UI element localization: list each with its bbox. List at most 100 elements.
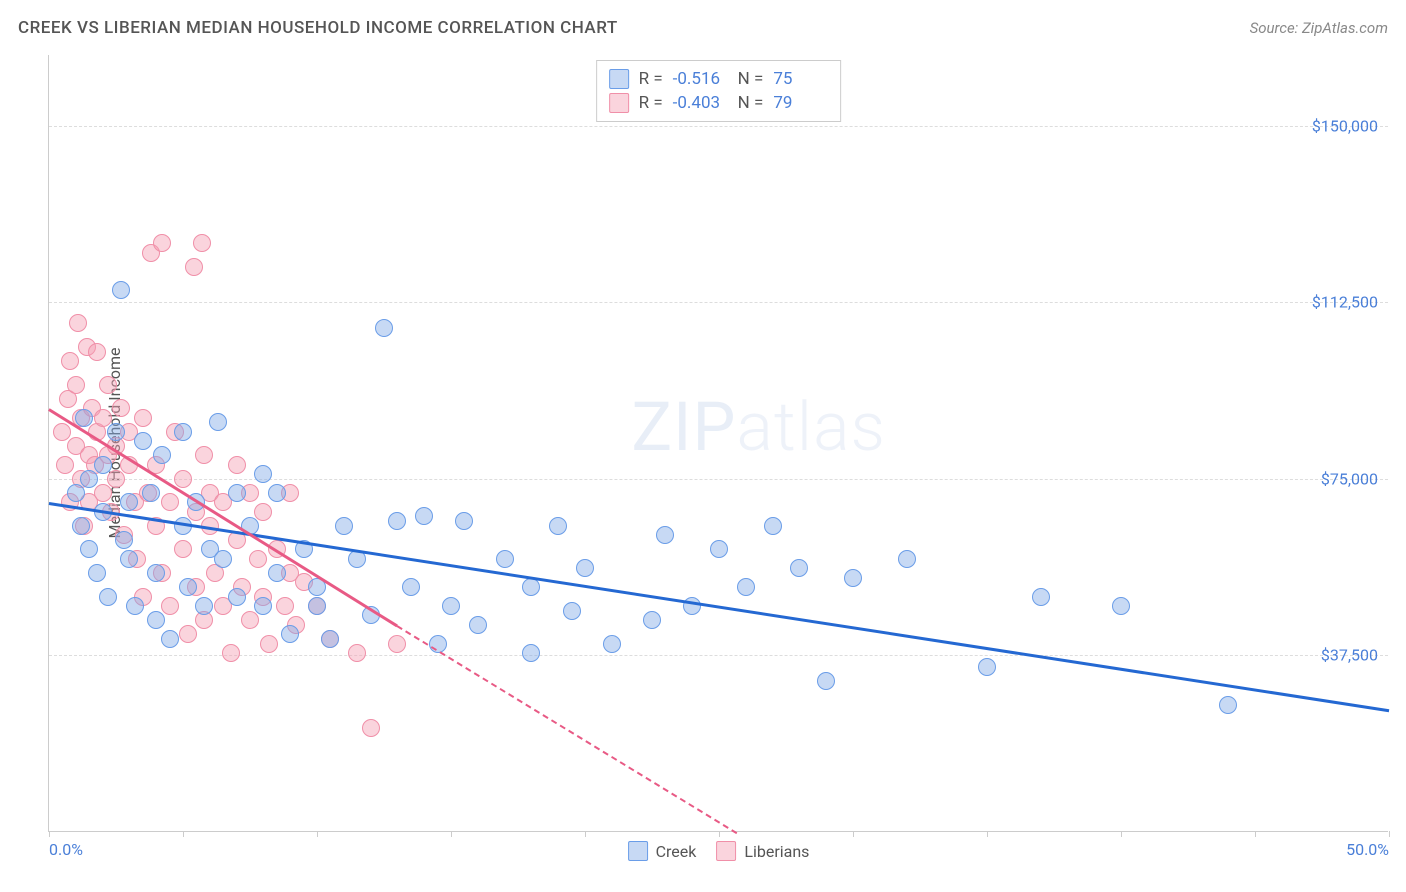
r-value-2: -0.403 (673, 93, 728, 113)
bottom-legend: Creek Liberians (628, 841, 810, 861)
data-point (112, 281, 130, 299)
data-point (388, 635, 406, 653)
data-point (67, 484, 85, 502)
data-point (174, 540, 192, 558)
n-value-1: 75 (773, 69, 828, 89)
data-point (643, 611, 661, 629)
chart-header: CREEK VS LIBERIAN MEDIAN HOUSEHOLD INCOM… (18, 18, 1388, 38)
data-point (603, 635, 621, 653)
data-point (153, 446, 171, 464)
data-point (142, 484, 160, 502)
r-label-2: R = (639, 93, 663, 113)
data-point (455, 512, 473, 530)
data-point (147, 611, 165, 629)
data-point (978, 658, 996, 676)
data-point (790, 559, 808, 577)
legend-swatch-creek (628, 841, 648, 861)
legend-label-liberians: Liberians (744, 842, 809, 861)
y-tick-label: $150,000 (1312, 116, 1378, 135)
data-point (161, 493, 179, 511)
data-point (1219, 696, 1237, 714)
data-point (496, 550, 514, 568)
x-tick (1255, 831, 1256, 837)
watermark-atlas: atlas (736, 387, 886, 467)
data-point (656, 526, 674, 544)
data-point (268, 484, 286, 502)
r-value-1: -0.516 (673, 69, 728, 89)
legend-label-creek: Creek (656, 842, 697, 861)
gridline (49, 479, 1388, 480)
data-point (375, 319, 393, 337)
swatch-liberians (609, 93, 629, 113)
stats-row-liberians: R = -0.403 N = 79 (609, 91, 829, 115)
gridline (49, 126, 1388, 127)
data-point (254, 503, 272, 521)
data-point (99, 376, 117, 394)
data-point (249, 550, 267, 568)
data-point (134, 432, 152, 450)
data-point (115, 531, 133, 549)
data-point (88, 564, 106, 582)
data-point (53, 423, 71, 441)
x-tick-label: 0.0% (49, 840, 83, 859)
data-point (228, 484, 246, 502)
data-point (185, 258, 203, 276)
legend-swatch-liberians (716, 841, 736, 861)
data-point (415, 507, 433, 525)
r-label-1: R = (639, 69, 663, 89)
x-tick (853, 831, 854, 837)
data-point (362, 719, 380, 737)
data-point (80, 470, 98, 488)
data-point (228, 588, 246, 606)
data-point (179, 625, 197, 643)
plot-area: ZIPatlas Median Household Income R = -0.… (48, 55, 1388, 832)
n-value-2: 79 (773, 93, 828, 113)
data-point (442, 597, 460, 615)
data-point (469, 616, 487, 634)
data-point (844, 569, 862, 587)
data-point (99, 588, 117, 606)
x-tick-label: 50.0% (1346, 840, 1389, 859)
data-point (94, 456, 112, 474)
data-point (161, 630, 179, 648)
data-point (1032, 588, 1050, 606)
data-point (153, 234, 171, 252)
x-tick (49, 831, 50, 837)
data-point (94, 409, 112, 427)
data-point (195, 446, 213, 464)
data-point (522, 578, 540, 596)
n-label-2: N = (738, 93, 764, 113)
data-point (254, 597, 272, 615)
data-point (80, 540, 98, 558)
legend-item-creek: Creek (628, 841, 697, 861)
x-tick (585, 831, 586, 837)
watermark-zip: ZIP (631, 387, 736, 467)
data-point (308, 597, 326, 615)
data-point (174, 423, 192, 441)
n-label-1: N = (738, 69, 764, 89)
data-point (161, 597, 179, 615)
data-point (254, 465, 272, 483)
y-tick-label: $112,500 (1312, 293, 1378, 312)
data-point (228, 456, 246, 474)
data-point (563, 602, 581, 620)
data-point (710, 540, 728, 558)
data-point (120, 493, 138, 511)
gridline (49, 655, 1388, 656)
legend-item-liberians: Liberians (716, 841, 809, 861)
swatch-creek (609, 69, 629, 89)
data-point (576, 559, 594, 577)
data-point (88, 343, 106, 361)
data-point (549, 517, 567, 535)
data-point (817, 672, 835, 690)
data-point (147, 564, 165, 582)
data-point (276, 597, 294, 615)
data-point (67, 376, 85, 394)
data-point (126, 597, 144, 615)
data-point (281, 625, 299, 643)
stats-box: R = -0.516 N = 75 R = -0.403 N = 79 (596, 60, 842, 122)
gridline (49, 302, 1388, 303)
data-point (522, 644, 540, 662)
x-tick (183, 831, 184, 837)
data-point (222, 644, 240, 662)
